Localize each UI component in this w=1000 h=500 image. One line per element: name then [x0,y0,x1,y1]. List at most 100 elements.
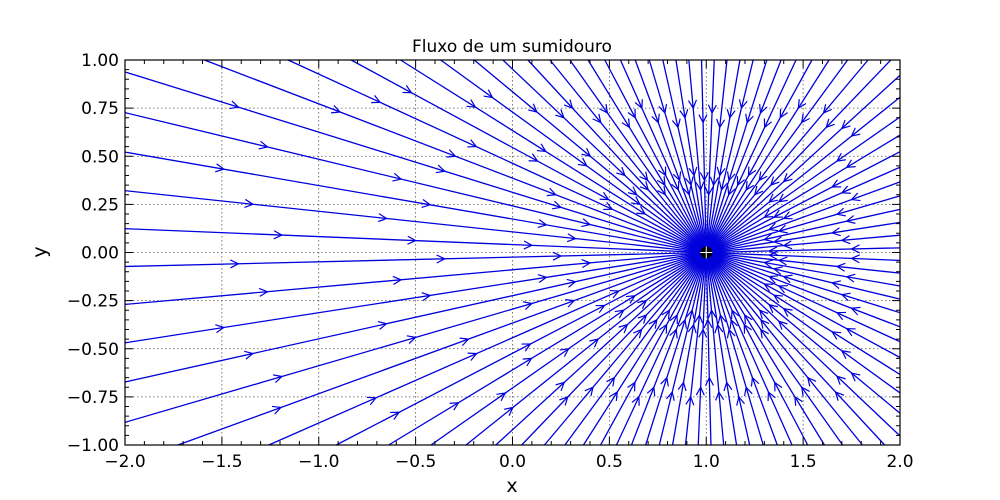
flow-arrow [407,235,417,245]
flow-arrow [767,222,779,232]
streamline [705,252,886,446]
flow-arrow [845,215,856,224]
flow-arrow [559,395,569,406]
streamline [124,251,707,383]
flow-arrow [759,103,768,115]
flow-arrow [609,390,618,402]
flow-arrow [555,109,565,119]
flow-arrow [704,376,715,386]
y-tick-label: 0.75 [81,99,119,119]
flow-arrow [436,254,447,264]
streamline [688,59,707,253]
flow-arrow [577,157,588,167]
flow-arrow [599,191,610,201]
flow-arrow [392,172,403,182]
flow-arrow [830,280,842,290]
x-tick-label: 1.0 [693,452,720,472]
streamline [564,252,707,446]
flow-arrow [377,320,388,330]
flow-arrow [687,323,697,334]
flow-arrow [760,318,770,329]
x-tick-label: 2.0 [886,452,913,472]
flow-arrow [589,338,600,348]
flow-arrow [745,113,754,124]
streamline [705,251,901,414]
streamline [527,59,707,253]
flow-arrow [390,411,401,420]
flow-arrow [769,176,780,187]
streamline [705,252,864,446]
streamline [705,59,754,253]
flow-arrow [779,108,788,119]
flow-arrow [716,166,726,177]
flow-arrow [782,211,793,220]
streamline [549,59,707,253]
flow-arrow [850,244,860,254]
flow-arrow [648,318,658,329]
flow-arrow [658,166,667,177]
flow-arrow [772,236,783,246]
flow-arrow [763,259,774,269]
streamline [604,59,707,253]
streamline [335,251,707,446]
x-tick-label: −0.5 [395,452,436,472]
flow-arrow [658,104,668,115]
flow-arrow [537,219,548,229]
flow-arrow [730,309,740,320]
flow-arrow [767,275,779,284]
flow-arrow [581,259,592,269]
x-tick-label: 0.5 [596,452,623,472]
streamline [705,59,768,253]
y-tick-label: −0.25 [67,292,119,312]
streamline [671,252,707,446]
flow-arrow [671,180,680,192]
flow-arrow [845,327,856,337]
flow-arrow [656,176,666,187]
streamline [705,59,849,253]
flow-arrow [392,275,403,285]
streamline [705,59,892,253]
flow-arrow [606,376,616,387]
y-tick-label: −1.00 [67,436,119,456]
flow-arrow [845,159,856,169]
flow-arrow [743,323,752,334]
streamline [705,252,764,446]
flow-arrow [682,185,692,197]
flow-arrow [695,385,705,396]
flow-arrow [581,218,592,228]
flow-arrow [800,113,810,124]
flow-arrow [244,350,255,360]
flow-arrow [377,213,388,223]
flow-arrow [483,89,494,99]
flow-arrow [723,381,733,392]
flow-arrow [753,185,764,196]
flow-arrow [743,385,753,397]
flow-arrow [366,396,378,406]
streamline [706,208,901,254]
flow-arrow [435,164,446,174]
flow-arrow [850,306,861,316]
flow-arrow [636,206,647,215]
flow-arrow [522,357,533,367]
flow-arrow [229,100,240,110]
flow-arrow [835,311,846,321]
flow-arrow [609,289,620,299]
streamline [582,252,707,446]
flow-arrow [831,331,842,340]
flow-arrow [563,99,574,110]
flow-arrow [850,127,861,137]
streamline [705,59,715,253]
streamline [630,252,707,446]
streamline [124,71,707,254]
flow-arrow [758,171,768,182]
flow-arrow [777,320,788,330]
flow-arrow [631,395,640,406]
flow-arrow [521,343,532,352]
flow-arrow [657,185,667,196]
flow-arrow [830,179,842,188]
flow-arrow [767,250,778,260]
flow-arrow [835,207,846,217]
flow-arrow [669,328,678,339]
streamline [705,252,844,446]
flow-arrow [830,227,841,237]
